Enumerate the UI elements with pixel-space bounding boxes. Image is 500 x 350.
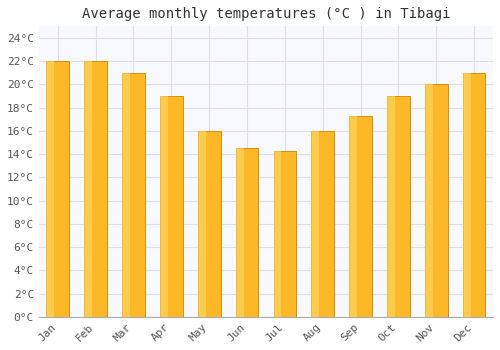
Bar bbox=[387, 96, 410, 317]
Bar bbox=[160, 96, 182, 317]
Bar bbox=[46, 61, 54, 317]
Bar bbox=[312, 131, 320, 317]
Bar bbox=[198, 131, 220, 317]
Bar bbox=[312, 131, 334, 317]
Bar bbox=[122, 73, 130, 317]
Bar bbox=[274, 150, 296, 317]
Bar bbox=[425, 84, 433, 317]
Bar bbox=[84, 61, 107, 317]
Bar bbox=[463, 73, 470, 317]
Bar bbox=[349, 116, 357, 317]
Bar bbox=[349, 116, 372, 317]
Bar bbox=[46, 61, 69, 317]
Bar bbox=[160, 96, 168, 317]
Bar bbox=[236, 148, 244, 317]
Bar bbox=[122, 73, 145, 317]
Bar bbox=[387, 96, 395, 317]
Title: Average monthly temperatures (°C ) in Tibagi: Average monthly temperatures (°C ) in Ti… bbox=[82, 7, 450, 21]
Bar bbox=[463, 73, 485, 317]
Bar bbox=[84, 61, 92, 317]
Bar bbox=[198, 131, 205, 317]
Bar bbox=[236, 148, 258, 317]
Bar bbox=[425, 84, 448, 317]
Bar bbox=[274, 150, 281, 317]
